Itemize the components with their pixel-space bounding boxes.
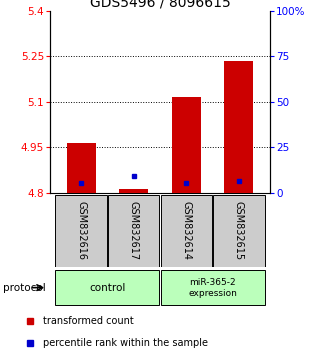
Bar [172, 97, 201, 193]
Bar [67, 143, 96, 193]
Text: miR-365-2
expression: miR-365-2 expression [188, 278, 237, 298]
Text: percentile rank within the sample: percentile rank within the sample [43, 338, 208, 348]
Bar [55, 270, 159, 306]
Text: control: control [89, 282, 126, 293]
Bar [55, 195, 107, 267]
Bar [108, 195, 159, 267]
Text: GSM832617: GSM832617 [129, 201, 139, 261]
Text: GSM832615: GSM832615 [234, 201, 244, 261]
Bar [213, 195, 265, 267]
Text: GSM832616: GSM832616 [76, 201, 86, 261]
Bar [224, 61, 253, 193]
Text: GSM832614: GSM832614 [181, 201, 191, 261]
Text: protocol: protocol [3, 282, 46, 293]
Title: GDS5496 / 8096615: GDS5496 / 8096615 [90, 0, 230, 10]
Text: transformed count: transformed count [43, 316, 134, 326]
Bar [161, 270, 265, 306]
Bar [119, 189, 148, 193]
Bar [161, 195, 212, 267]
